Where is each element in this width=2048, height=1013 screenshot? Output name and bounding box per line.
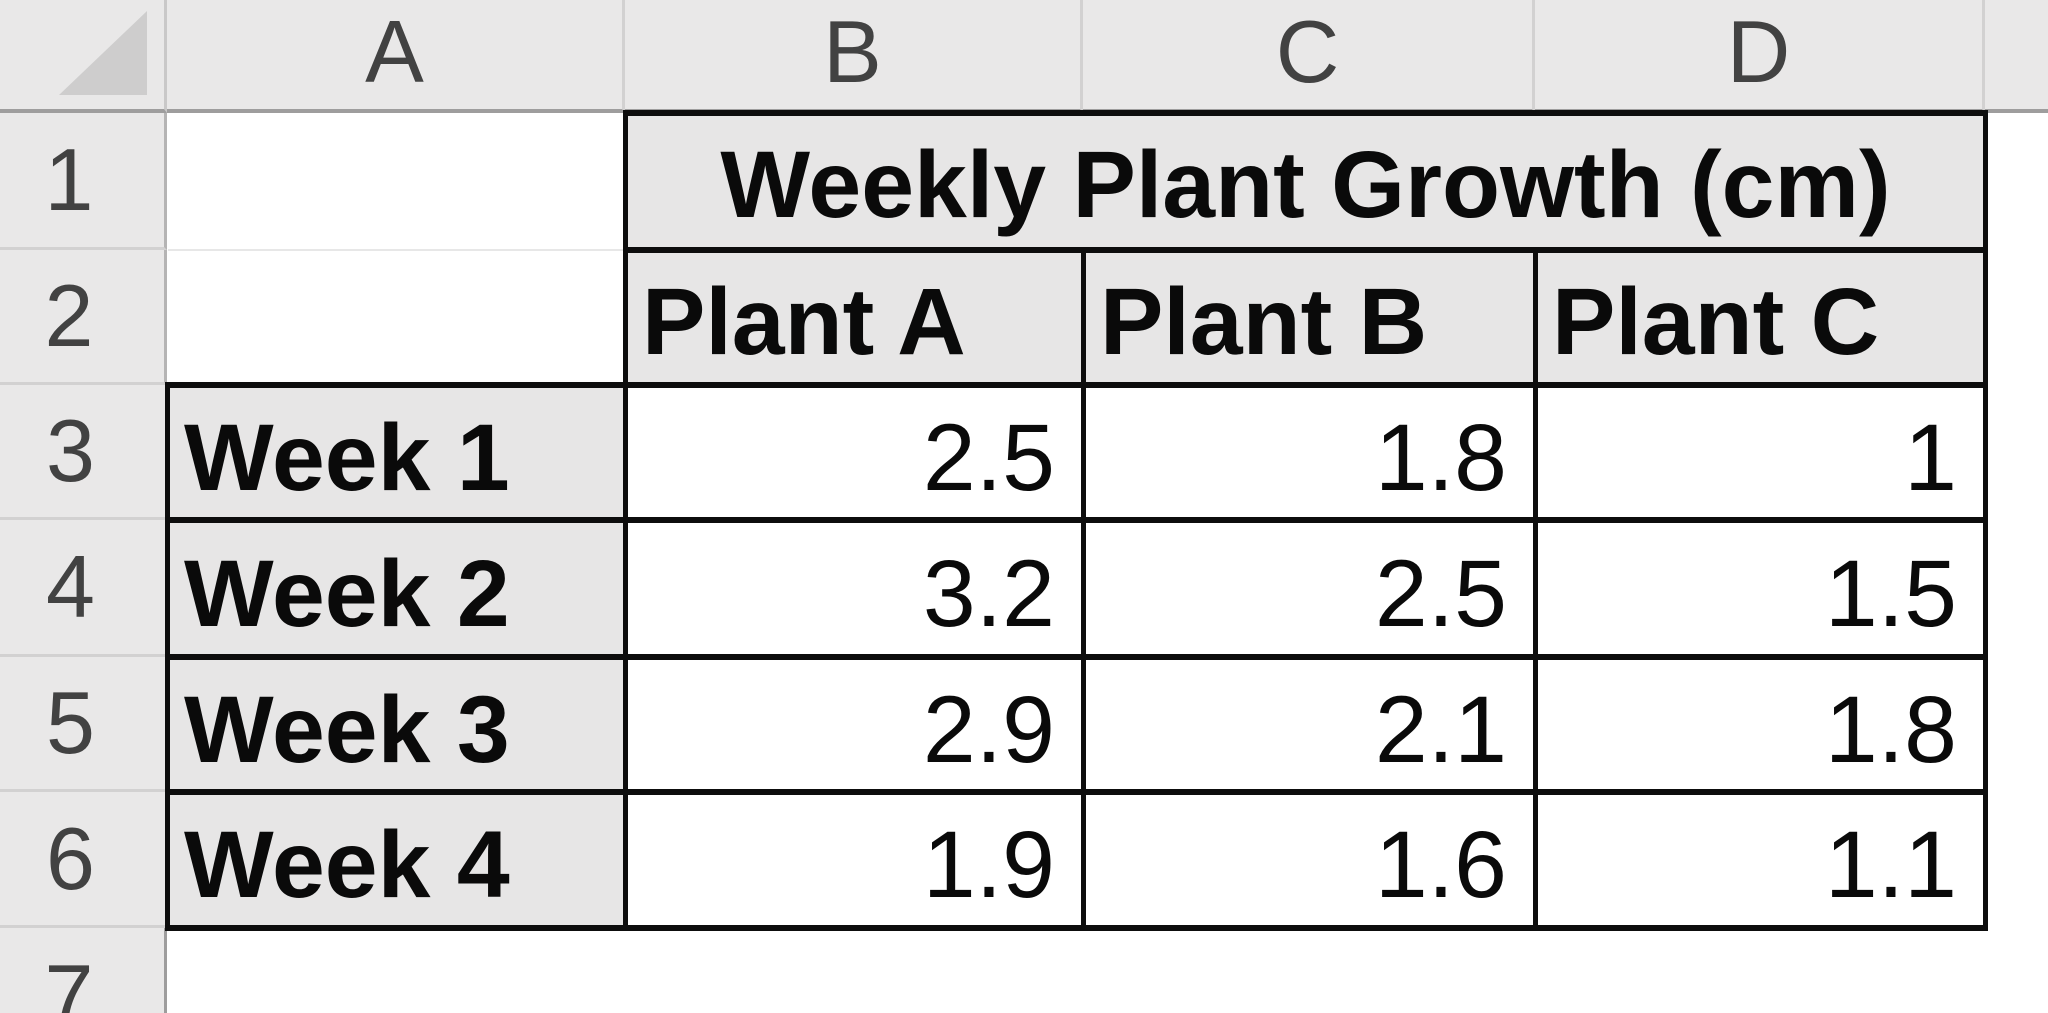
- cell-B5-value[interactable]: 2.9: [623, 654, 1086, 795]
- cell-C3-value[interactable]: 1.8: [1081, 382, 1538, 523]
- cell-D5-value[interactable]: 1.8: [1533, 654, 1988, 795]
- worksheet-grid: Weekly Plant Growth (cm) Plant A Plant B…: [165, 110, 1988, 931]
- column-header-A[interactable]: A: [167, 0, 625, 113]
- cell-D4-value[interactable]: 1.5: [1533, 517, 1988, 660]
- row-header-7[interactable]: 7: [0, 928, 167, 1013]
- cell-B4-value[interactable]: 3.2: [623, 517, 1086, 660]
- cell-B6-value[interactable]: 1.9: [623, 789, 1086, 931]
- row-header-3[interactable]: 3: [0, 385, 167, 520]
- cell-D3-value[interactable]: 1: [1533, 382, 1988, 523]
- row-header-6[interactable]: 6: [0, 792, 167, 928]
- cell-A2-empty[interactable]: [168, 250, 626, 385]
- cell-A4-week2-label[interactable]: Week 2: [165, 517, 628, 660]
- cell-C6-value[interactable]: 1.6: [1081, 789, 1538, 931]
- select-all-triangle-icon: [59, 11, 147, 95]
- cell-C4-value[interactable]: 2.5: [1081, 517, 1538, 660]
- cell-A3-week1-label[interactable]: Week 1: [165, 382, 628, 523]
- cell-C5-value[interactable]: 2.1: [1081, 654, 1538, 795]
- column-header-C[interactable]: C: [1083, 0, 1535, 113]
- row-header-1[interactable]: 1: [0, 113, 167, 250]
- cell-D2-plant-c-header[interactable]: Plant C: [1533, 247, 1988, 388]
- cell-B3-value[interactable]: 2.5: [623, 382, 1086, 523]
- column-header-B[interactable]: B: [625, 0, 1083, 113]
- row-header-2[interactable]: 2: [0, 250, 167, 385]
- cell-B2-plant-a-header[interactable]: Plant A: [623, 247, 1086, 388]
- cell-C2-plant-b-header[interactable]: Plant B: [1081, 247, 1538, 388]
- cell-A6-week4-label[interactable]: Week 4: [165, 789, 628, 931]
- select-all-button[interactable]: [0, 0, 167, 113]
- row-header-5[interactable]: 5: [0, 657, 167, 792]
- cell-B1-table-title[interactable]: Weekly Plant Growth (cm): [623, 110, 1988, 253]
- column-header-E-partial[interactable]: [1985, 0, 2048, 113]
- cell-A5-week3-label[interactable]: Week 3: [165, 654, 628, 795]
- cell-D6-value[interactable]: 1.1: [1533, 789, 1988, 931]
- row-header-4[interactable]: 4: [0, 520, 167, 657]
- cell-A1-empty[interactable]: [167, 113, 626, 251]
- column-header-D[interactable]: D: [1535, 0, 1985, 113]
